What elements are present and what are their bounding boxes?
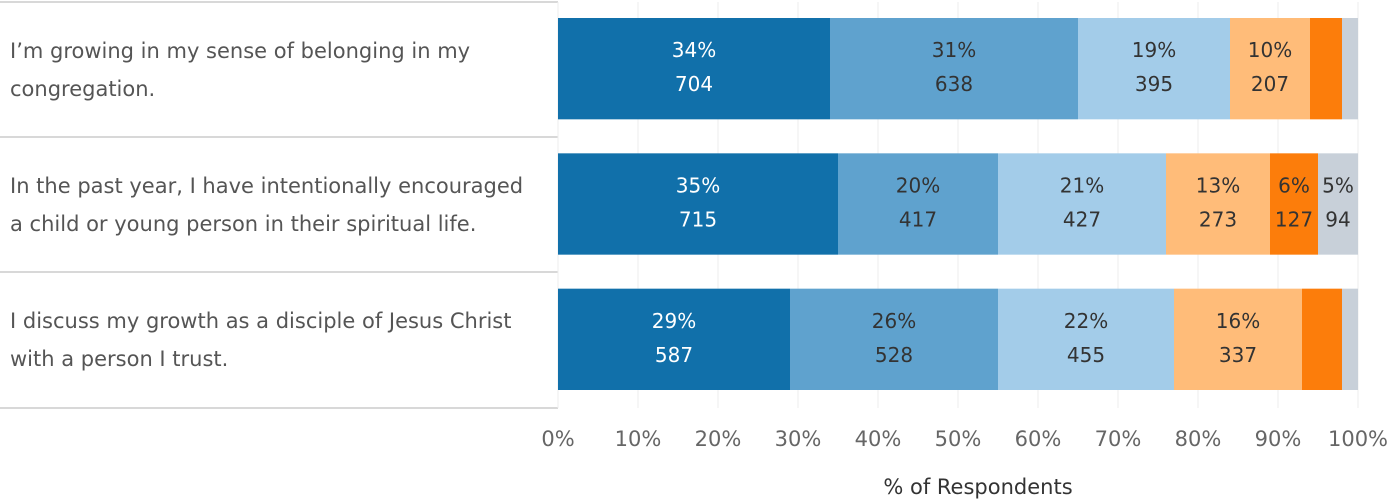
bar-segment <box>838 153 998 255</box>
bar-segment <box>1342 288 1358 390</box>
count-label: 455 <box>1067 343 1105 367</box>
x-tick-label: 40% <box>855 427 902 451</box>
x-tick-label: 70% <box>1095 427 1142 451</box>
data-label: 6% <box>1278 174 1310 198</box>
count-label: 528 <box>875 343 913 367</box>
data-label: 16% <box>1216 309 1260 333</box>
data-label: 31% <box>932 38 976 62</box>
category-label: I’m growing in my sense of belonging in … <box>10 38 471 101</box>
bar-segment <box>830 18 1078 120</box>
count-label: 427 <box>1063 208 1101 232</box>
x-tick-label: 10% <box>615 427 662 451</box>
category-label: I discuss my growth as a disciple of Jes… <box>10 309 512 372</box>
count-label: 337 <box>1219 343 1257 367</box>
x-tick-label: 100% <box>1328 427 1388 451</box>
data-label: 22% <box>1064 309 1108 333</box>
bar-segment <box>558 153 838 255</box>
data-label: 5% <box>1322 174 1354 198</box>
bar-segment <box>558 18 830 120</box>
count-label: 207 <box>1251 72 1289 96</box>
bar-segment <box>1310 18 1342 120</box>
count-label: 417 <box>899 208 937 232</box>
count-label: 273 <box>1199 208 1237 232</box>
count-label: 395 <box>1135 72 1173 96</box>
x-tick-label: 20% <box>695 427 742 451</box>
count-label: 638 <box>935 72 973 96</box>
count-label: 715 <box>679 208 717 232</box>
bar-segment <box>1318 153 1358 255</box>
bar-segment <box>790 288 998 390</box>
data-label: 19% <box>1132 38 1176 62</box>
x-tick-label: 90% <box>1255 427 1302 451</box>
count-label: 94 <box>1325 208 1350 232</box>
data-label: 34% <box>672 38 716 62</box>
x-tick-label: 0% <box>541 427 574 451</box>
bar-segment <box>998 153 1166 255</box>
x-tick-label: 80% <box>1175 427 1222 451</box>
bar-segment <box>998 288 1174 390</box>
bar-segment <box>1342 18 1358 120</box>
data-label: 13% <box>1196 174 1240 198</box>
category-label: In the past year, I have intentionally e… <box>10 173 524 236</box>
x-tick-label: 30% <box>775 427 822 451</box>
bar-segment <box>1270 153 1318 255</box>
data-label: 35% <box>676 174 720 198</box>
data-label: 20% <box>896 174 940 198</box>
bar-segment <box>1174 288 1302 390</box>
bar-segment <box>1166 153 1270 255</box>
data-label: 26% <box>872 309 916 333</box>
bar-segment <box>1302 288 1342 390</box>
x-axis-title: % of Respondents <box>883 475 1072 499</box>
x-tick-label: 60% <box>1015 427 1062 451</box>
bar-segment <box>558 288 790 390</box>
data-label: 29% <box>652 309 696 333</box>
data-label: 10% <box>1248 38 1292 62</box>
bar-segment <box>1078 18 1230 120</box>
count-label: 127 <box>1275 208 1313 232</box>
x-tick-label: 50% <box>935 427 982 451</box>
bar-segment <box>1230 18 1310 120</box>
count-label: 704 <box>675 72 713 96</box>
data-label: 21% <box>1060 174 1104 198</box>
count-label: 587 <box>655 343 693 367</box>
